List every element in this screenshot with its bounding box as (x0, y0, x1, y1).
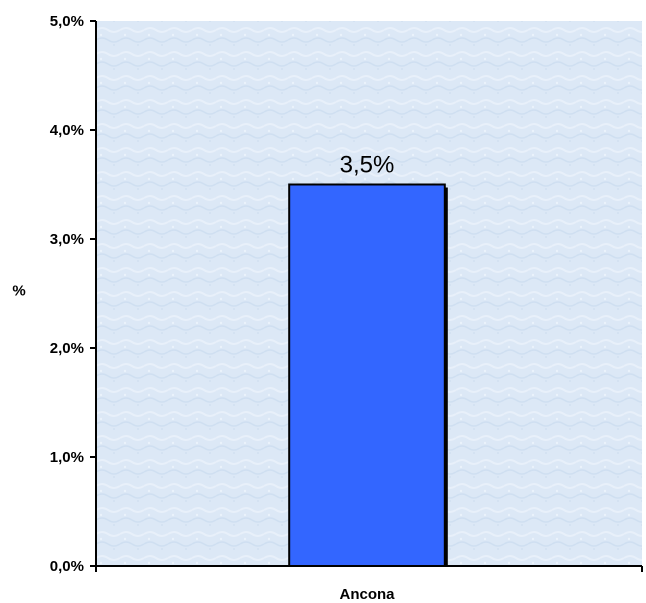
bar-ancona (288, 183, 446, 567)
y-tick-label: 2,0% (50, 340, 84, 357)
y-tick-label: 5,0% (50, 13, 84, 30)
y-tick-label: 3,0% (50, 231, 84, 248)
x-category-label: Ancona (339, 586, 395, 603)
bar-data-label: 3,5% (340, 152, 395, 179)
y-tick-label: 4,0% (50, 122, 84, 139)
y-tick-label: 0,0% (50, 558, 84, 575)
y-tick-label: 1,0% (50, 449, 84, 466)
y-axis-label: % (12, 283, 25, 300)
